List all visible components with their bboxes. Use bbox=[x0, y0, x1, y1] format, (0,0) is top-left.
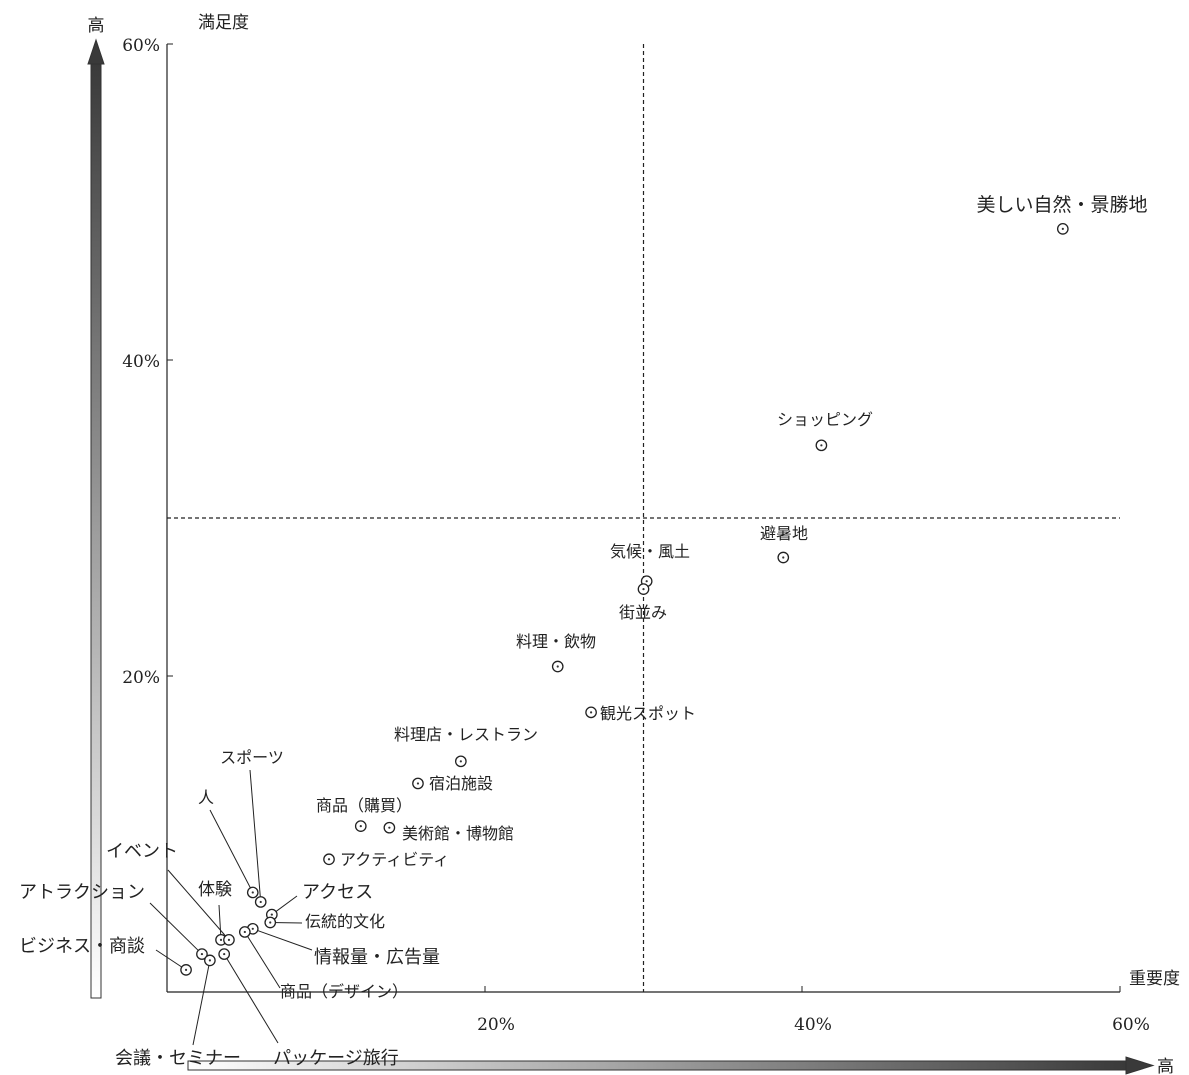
point-label: スポーツ bbox=[220, 748, 284, 767]
data-point bbox=[264, 916, 277, 929]
leader-line bbox=[192, 960, 211, 1046]
data-point bbox=[1056, 223, 1069, 235]
data-point-center bbox=[556, 665, 559, 668]
data-point bbox=[551, 660, 564, 673]
point-label: 美しい自然・景勝地 bbox=[976, 194, 1147, 216]
x-axis-label: 重要度 bbox=[1129, 969, 1180, 989]
leader-lines bbox=[149, 769, 313, 1046]
point-label: 宿泊施設 bbox=[429, 774, 493, 793]
data-points bbox=[180, 223, 1069, 976]
point-label: 情報量・広告量 bbox=[314, 947, 440, 968]
reference-lines bbox=[167, 44, 1120, 992]
data-point bbox=[354, 820, 367, 832]
point-label: 避暑地 bbox=[760, 524, 808, 543]
data-point-center bbox=[388, 826, 391, 829]
point-label: 商品（購買） bbox=[316, 796, 412, 815]
leader-line bbox=[249, 769, 262, 902]
data-point-center bbox=[227, 938, 231, 941]
data-point-center bbox=[259, 900, 262, 904]
data-point-center bbox=[270, 913, 273, 916]
axes: 満足度 重要度 bbox=[166, 13, 1180, 993]
x-ticks: 20% 40% 60% bbox=[477, 986, 1150, 1035]
point-label: 料理店・レストラン bbox=[394, 725, 538, 744]
x-gradient-arrow-label: 高 bbox=[1157, 1057, 1174, 1075]
point-label: 美術館・博物館 bbox=[402, 824, 514, 843]
x-tick-label-40: 40% bbox=[794, 1015, 832, 1035]
data-point-center bbox=[219, 938, 223, 941]
data-point-center bbox=[184, 968, 188, 971]
point-label: アトラクション bbox=[19, 882, 145, 903]
y-tick-label-60: 60% bbox=[122, 36, 160, 56]
data-point bbox=[204, 954, 216, 967]
data-point-center bbox=[645, 580, 648, 583]
data-point-center bbox=[251, 891, 254, 894]
point-label: 観光スポット bbox=[600, 704, 696, 723]
data-point bbox=[383, 821, 396, 834]
leader-line bbox=[167, 869, 230, 941]
leader-line bbox=[252, 928, 313, 951]
data-point bbox=[777, 551, 790, 564]
data-point-center bbox=[208, 959, 211, 962]
leader-line bbox=[244, 931, 281, 989]
point-label: パッケージ旅行 bbox=[273, 1048, 399, 1069]
data-point bbox=[223, 934, 235, 946]
point-label: 伝統的文化 bbox=[305, 912, 385, 931]
y-ticks: 60% 40% 20% bbox=[122, 36, 173, 688]
data-point bbox=[180, 964, 192, 976]
point-label: 街並み bbox=[619, 603, 667, 622]
data-point bbox=[454, 755, 467, 768]
y-axis-label: 満足度 bbox=[198, 13, 249, 33]
point-label: イベント bbox=[106, 841, 178, 862]
x-tick-label-60: 60% bbox=[1112, 1015, 1150, 1035]
data-point bbox=[637, 583, 650, 595]
point-label: 体験 bbox=[198, 880, 232, 900]
data-point-center bbox=[820, 444, 823, 447]
point-label: 気候・風土 bbox=[610, 542, 690, 561]
data-point bbox=[196, 948, 208, 960]
leader-line bbox=[155, 949, 187, 971]
data-point-center bbox=[359, 825, 362, 828]
data-point bbox=[246, 886, 259, 899]
point-label: ショッピング bbox=[777, 410, 873, 429]
data-point-center bbox=[243, 930, 246, 934]
point-label: 会議・セミナー bbox=[115, 1048, 241, 1069]
data-point-center bbox=[200, 952, 204, 956]
leader-line bbox=[223, 953, 279, 1044]
point-label: ビジネス・商談 bbox=[19, 936, 145, 957]
data-point bbox=[412, 777, 424, 790]
data-point-center bbox=[589, 711, 593, 714]
y-gradient-arrow: 高 bbox=[87, 16, 105, 999]
data-point-center bbox=[782, 556, 785, 559]
data-point-center bbox=[223, 952, 226, 956]
y-tick-label-20: 20% bbox=[122, 668, 160, 688]
data-point-center bbox=[416, 782, 420, 785]
leader-line bbox=[209, 809, 254, 893]
x-tick-label-20: 20% bbox=[477, 1015, 515, 1035]
data-point-center bbox=[251, 927, 254, 930]
point-label: 商品（デザイン） bbox=[280, 982, 408, 1001]
data-point bbox=[323, 853, 335, 866]
point-label: アクセス bbox=[302, 882, 373, 903]
data-point-center bbox=[642, 588, 645, 591]
point-labels: 美しい自然・景勝地ショッピング避暑地気候・風土街並み料理・飲物観光スポット料理店… bbox=[19, 194, 1148, 1069]
data-point bbox=[218, 948, 231, 960]
point-label: アクティビティ bbox=[340, 850, 449, 869]
x-gradient-arrow: 高 bbox=[187, 1056, 1174, 1075]
y-tick-label-40: 40% bbox=[122, 352, 160, 372]
data-point bbox=[815, 439, 828, 452]
data-point bbox=[254, 896, 267, 908]
point-label: 料理・飲物 bbox=[516, 632, 596, 651]
data-point-center bbox=[1061, 227, 1064, 230]
point-label: 人 bbox=[198, 788, 214, 807]
data-point bbox=[238, 926, 251, 938]
data-point bbox=[585, 706, 597, 719]
data-point-center bbox=[327, 858, 331, 861]
data-point-center bbox=[269, 921, 272, 924]
data-point-center bbox=[459, 760, 462, 763]
leader-line bbox=[149, 902, 203, 955]
y-gradient-arrow-label: 高 bbox=[88, 16, 105, 36]
